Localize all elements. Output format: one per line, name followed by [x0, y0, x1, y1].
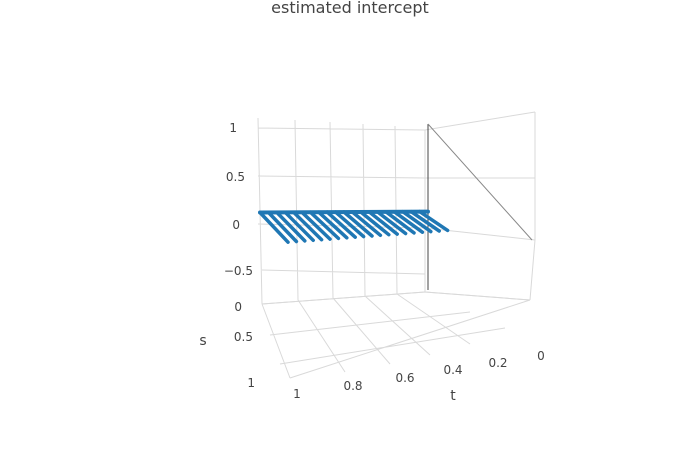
data-line-edge	[258, 209, 430, 215]
t-tick-label: 0	[537, 349, 545, 363]
t-tick-label: 1	[293, 387, 301, 401]
t-tick-label: 0.8	[343, 379, 362, 393]
z-tick-label: 1	[229, 121, 237, 135]
back-edge	[427, 123, 533, 241]
data-line	[367, 210, 399, 236]
s-tick-label: 1	[247, 376, 255, 390]
data-line	[392, 210, 425, 234]
z-tick-label: 0.5	[226, 170, 245, 184]
axis-edges	[427, 123, 533, 290]
data-line	[401, 209, 433, 234]
data-lines	[258, 209, 450, 244]
data-line	[359, 210, 391, 237]
data-line	[409, 209, 441, 233]
t-tick-label: 0.4	[443, 363, 462, 377]
data-line	[417, 209, 450, 233]
t-tick-label: 0.2	[488, 356, 507, 370]
t-axis-title: t	[450, 388, 456, 404]
data-line	[317, 210, 349, 240]
data-line	[283, 210, 315, 243]
chart-title: estimated intercept	[271, 0, 429, 17]
data-line	[266, 210, 299, 244]
z-tick-label: −0.5	[224, 264, 253, 278]
back-wall-grid	[424, 111, 536, 301]
data-line	[308, 210, 341, 241]
s-axis-ticks: 0 0.5 1	[234, 300, 255, 390]
s-tick-label: 0	[234, 300, 242, 314]
grid-lines	[257, 111, 536, 379]
data-line	[350, 210, 383, 238]
data-line	[291, 210, 324, 242]
floor-grid	[261, 291, 531, 379]
data-line	[258, 210, 290, 244]
data-line	[333, 210, 366, 239]
s-axis-title: s	[199, 333, 206, 349]
data-line	[342, 210, 374, 238]
z-tick-label: 0	[232, 218, 240, 232]
data-line	[325, 210, 357, 239]
t-tick-label: 0.6	[395, 371, 414, 385]
z-axis-ticks: 1 0.5 0 −0.5	[224, 121, 253, 278]
data-line	[300, 210, 332, 241]
data-line	[375, 210, 408, 236]
t-axis-ticks: 0 0.2 0.4 0.6 0.8 1	[293, 349, 545, 401]
data-line	[384, 210, 416, 235]
s-tick-label: 0.5	[234, 330, 253, 344]
data-line	[275, 210, 307, 243]
